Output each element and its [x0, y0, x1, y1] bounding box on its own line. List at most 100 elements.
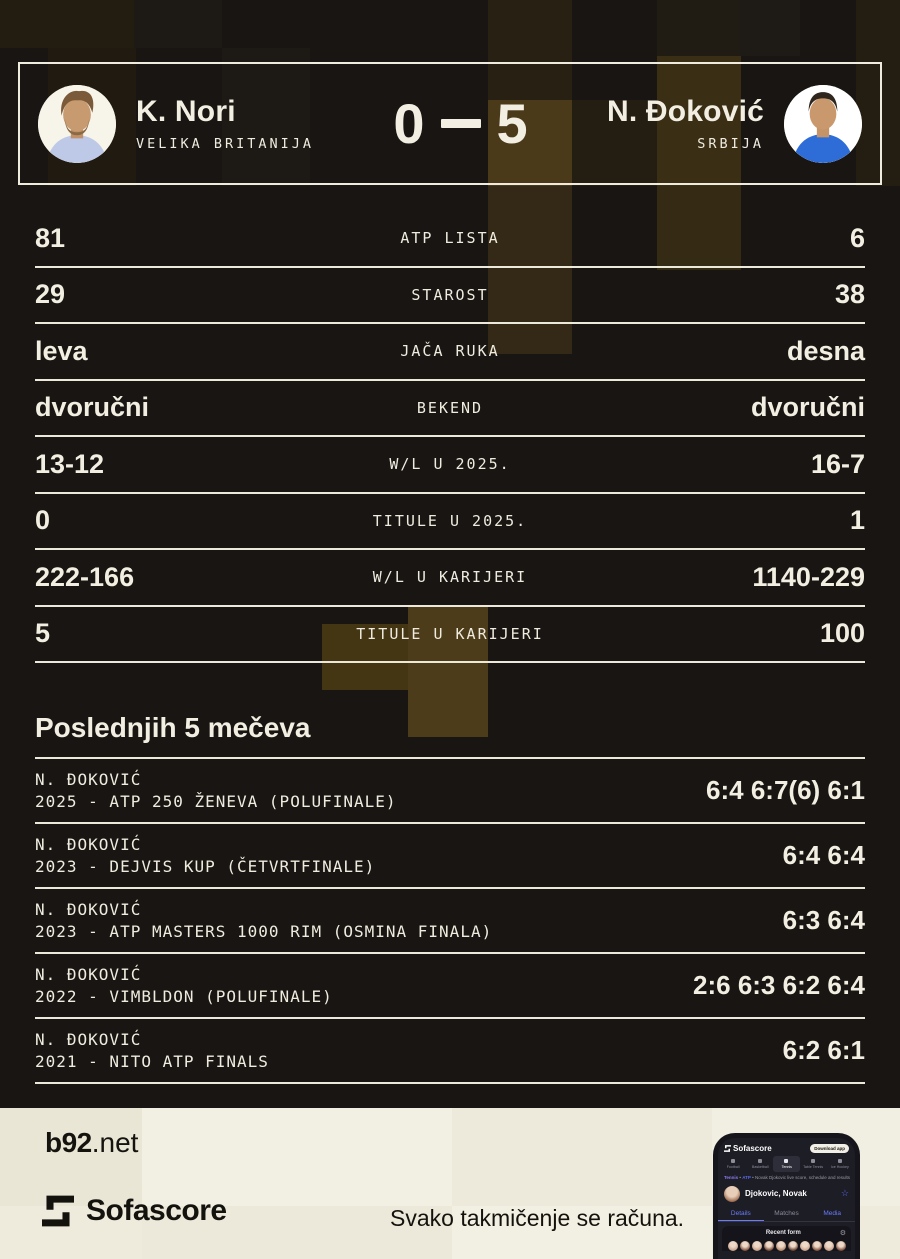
sport-icon	[837, 1158, 842, 1163]
sport-tab-label: Table Tennis	[803, 1164, 824, 1169]
match-event: 2023 - ATP MASTERS 1000 RIM (OSMINA FINA…	[35, 921, 493, 941]
stat-row: dvoručni BEKEND dvoručni	[35, 381, 865, 437]
opponent-avatar[interactable]	[811, 1240, 822, 1251]
last-matches-list: N. ĐOKOVIĆ 2025 - ATP 250 ŽENEVA (POLUFIN…	[35, 757, 865, 1084]
away-player-avatar	[784, 84, 862, 163]
breadcrumb-rest: Novak Djokovic live score, schedule and …	[755, 1174, 851, 1180]
sport-tab-football[interactable]: Football	[720, 1156, 747, 1172]
favorite-star-icon[interactable]: ☆	[840, 1188, 849, 1198]
breadcrumb-tennis[interactable]: Tennis	[724, 1174, 739, 1180]
match-score: 6:4 6:7(6) 6:1	[706, 775, 865, 805]
mosaic-tile	[657, 186, 741, 270]
away-player-texts: N. Đoković SRBIJA	[607, 95, 764, 152]
match-row: N. ĐOKOVIĆ 2025 - ATP 250 ŽENEVA (POLUFIN…	[35, 759, 865, 824]
mosaic-tile	[408, 605, 488, 737]
sport-tab-basketball[interactable]: Basketball	[747, 1156, 774, 1172]
app-header: Sofascore Download app	[718, 1138, 855, 1156]
breadcrumb: Tennis • ATP • Novak Djokovic live score…	[724, 1174, 851, 1180]
recent-form-card: Recent form ⚙	[722, 1225, 851, 1251]
opponent-avatar[interactable]	[823, 1240, 834, 1251]
footer-tile	[452, 1206, 712, 1259]
sport-icon	[731, 1158, 736, 1163]
sport-tabs: Football Basketball Tennis Table Tennis Ice …	[718, 1156, 855, 1172]
match-score: 2:6 6:3 6:2 6:4	[693, 970, 865, 1000]
mosaic-tile	[488, 186, 572, 354]
phone-mockup: Sofascore Download app Football Basketbal…	[713, 1133, 860, 1259]
stat-row: 0 TITULE U 2025. 1	[35, 494, 865, 550]
home-sets: 0	[393, 91, 425, 155]
sport-tab-label: Basketball	[751, 1164, 769, 1169]
sport-tab-label: Tennis	[781, 1164, 792, 1169]
match-score: 6:2 6:1	[782, 1035, 865, 1065]
gear-icon[interactable]: ⚙	[839, 1229, 846, 1237]
sofascore-logo: Sofascore	[42, 1194, 227, 1228]
match-event: 2023 - DEJVIS KUP (ČETVRTFINALE)	[35, 856, 376, 876]
match-info: N. ĐOKOVIĆ 2025 - ATP 250 ŽENEVA (POLUFIN…	[35, 769, 397, 813]
stat-away-value: 1	[849, 505, 865, 536]
stat-label: W/L U KARIJERI	[372, 568, 528, 587]
opponent-avatar[interactable]	[799, 1240, 810, 1251]
mosaic-tile	[657, 56, 741, 186]
content-tab-matches[interactable]: Matches	[774, 1209, 799, 1217]
away-player-name: N. Đoković	[606, 95, 764, 128]
home-player-name: K. Nori	[136, 95, 236, 128]
mosaic-tile	[856, 0, 900, 186]
stat-label: TITULE U 2025.	[372, 511, 528, 530]
away-player-photo	[784, 84, 862, 163]
stat-row: leva JAČA RUKA desna	[35, 324, 865, 381]
match-winner: N. ĐOKOVIĆ	[35, 834, 142, 854]
sport-tab-ice-hockey[interactable]: Ice Hockey	[826, 1156, 853, 1172]
match-row: N. ĐOKOVIĆ 2021 - NITO ATP FINALS 6:2 6:1	[35, 1019, 865, 1084]
opponent-avatar[interactable]	[763, 1240, 774, 1251]
app-player-avatar	[724, 1185, 740, 1202]
match-info: N. ĐOKOVIĆ 2022 - VIMBLDON (POLUFINALE)	[35, 964, 333, 1008]
app-sofascore-icon	[724, 1145, 731, 1152]
match-event: 2021 - NITO ATP FINALS	[35, 1051, 269, 1071]
breadcrumb-atp[interactable]: ATP	[742, 1174, 751, 1180]
match-score: 6:3 6:4	[782, 905, 865, 935]
content-tab-details[interactable]: Details	[718, 1206, 764, 1221]
download-app-button[interactable]: Download app	[810, 1144, 849, 1153]
match-score: 6:4 6:4	[782, 840, 865, 870]
stat-home-value: dvoručni	[35, 392, 150, 423]
b92-logo-main: b92	[45, 1127, 92, 1158]
mosaic-tile	[488, 100, 572, 186]
stat-away-value: 6	[849, 222, 865, 253]
match-winner: N. ĐOKOVIĆ	[35, 899, 142, 919]
match-winner: N. ĐOKOVIĆ	[35, 964, 142, 984]
opponent-avatar[interactable]	[727, 1240, 738, 1251]
opponent-avatar[interactable]	[739, 1240, 750, 1251]
recent-form-title: Recent form	[765, 1230, 801, 1236]
sport-tab-table-tennis[interactable]: Table Tennis	[800, 1156, 827, 1172]
stat-row: 81 ATP LISTA 6	[35, 211, 865, 268]
sport-tab-label: Ice Hockey	[830, 1164, 849, 1169]
sofascore-icon	[42, 1195, 74, 1227]
opponent-avatar[interactable]	[787, 1240, 798, 1251]
recent-form-header: Recent form ⚙	[727, 1230, 846, 1237]
app-player-name: Djokovic, Novak	[745, 1189, 807, 1198]
opponent-avatar[interactable]	[835, 1240, 846, 1251]
sport-icon	[784, 1158, 789, 1163]
stat-row: 222-166 W/L U KARIJERI 1140-229	[35, 550, 865, 607]
opponent-avatar[interactable]	[751, 1240, 762, 1251]
sport-icon	[757, 1158, 762, 1163]
match-row: N. ĐOKOVIĆ 2022 - VIMBLDON (POLUFINALE) 2:…	[35, 954, 865, 1019]
stat-away-value: 100	[819, 618, 865, 649]
footer-tile	[142, 1206, 452, 1259]
home-player-avatar	[38, 84, 116, 163]
stat-home-value: leva	[35, 335, 88, 366]
stat-row: 13-12 W/L U 2025. 16-7	[35, 437, 865, 494]
away-player-country: SRBIJA	[697, 136, 764, 152]
away-player: N. Đoković SRBIJA	[607, 84, 862, 163]
footer-tagline: Svako takmičenje se računa.	[390, 1205, 685, 1231]
app-logo: Sofascore	[724, 1144, 772, 1153]
stat-row: 29 STAROST 38	[35, 268, 865, 324]
mosaic-tile	[657, 0, 741, 56]
stat-label: JAČA RUKA	[400, 342, 500, 361]
stat-home-value: 81	[35, 222, 66, 253]
opponent-avatar[interactable]	[775, 1240, 786, 1251]
content-tab-media[interactable]: Media	[823, 1209, 842, 1217]
home-player-photo	[38, 84, 116, 163]
sport-tab-tennis[interactable]: Tennis	[773, 1156, 800, 1172]
